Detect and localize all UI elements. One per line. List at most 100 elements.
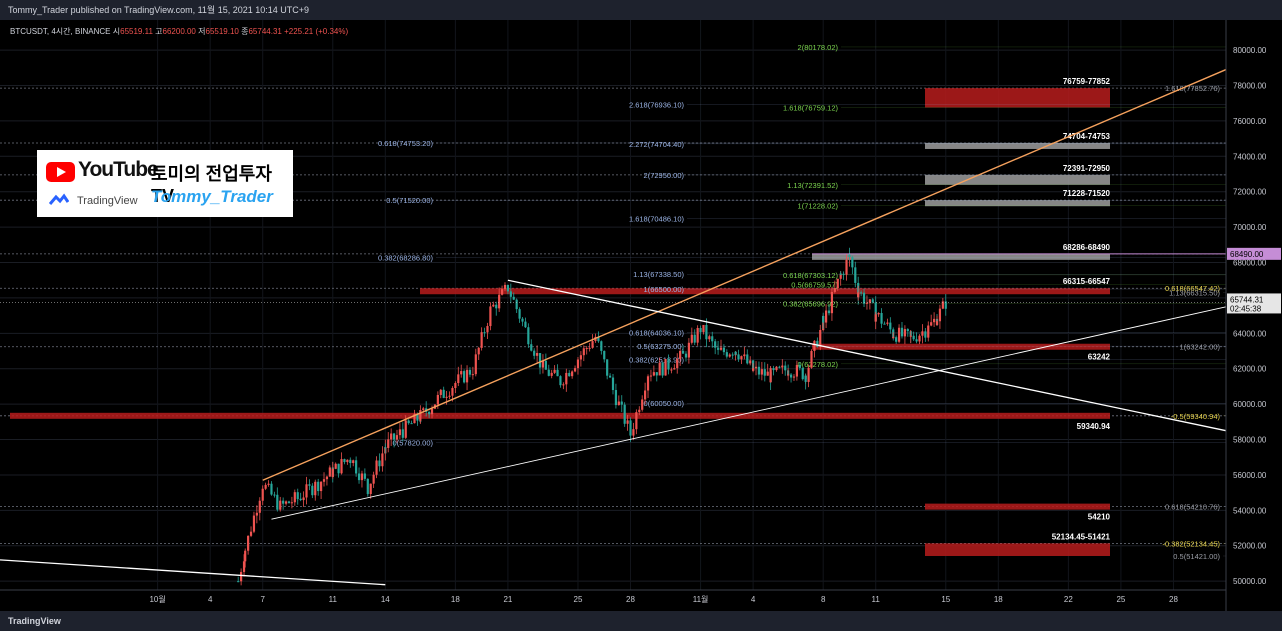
candle-body: [684, 353, 688, 358]
candle-body: [903, 329, 907, 337]
zone-label: 74704-74753: [1063, 132, 1111, 141]
candle-body: [573, 368, 577, 372]
candle-body: [454, 383, 457, 389]
footer-bar: TradingView: [0, 611, 1282, 631]
x-tick-label: 28: [1169, 595, 1178, 604]
candle-body: [276, 494, 279, 510]
fib-level-label: 1.13(72391.52): [787, 181, 838, 190]
y-tick-label: 58000.00: [1233, 436, 1267, 445]
last-price-tag: [1227, 293, 1281, 314]
candle-body: [401, 431, 404, 438]
y-axis-panel: [1226, 20, 1282, 611]
candle-body: [874, 314, 877, 322]
candle-body: [363, 473, 366, 479]
candle-body: [264, 484, 267, 489]
candle-body: [687, 342, 690, 358]
open-value: 65519.11: [120, 27, 153, 36]
candle-body: [378, 460, 381, 467]
candle-body: [533, 350, 536, 356]
candle-body: [895, 337, 898, 342]
chart-area[interactable]: 76759-77852 74704-74753 72391-72950 71228-7…: [0, 20, 1282, 611]
fib-level-label: 1(66500.00): [644, 285, 685, 294]
x-tick-label: 11: [872, 595, 881, 604]
x-tick-label: 4: [751, 595, 756, 604]
y-tick-label: 64000.00: [1233, 329, 1267, 338]
candle-body: [807, 367, 810, 382]
candle-body: [369, 483, 372, 494]
low-value: 65519.10: [205, 27, 239, 36]
candle-body: [460, 371, 463, 375]
candle-body: [836, 278, 839, 289]
low-label: 저: [198, 27, 206, 36]
candle-body: [524, 321, 527, 328]
candle-body: [731, 354, 734, 356]
channel-logo-card: YouTube TradingView 토미의 전업투자TV Tommy_Tra…: [37, 150, 293, 217]
candle-body: [413, 413, 416, 424]
candle-body: [582, 348, 585, 356]
symbol-name: BTCUSDT, 4시간, BINANCE: [10, 27, 111, 36]
zone-box: [925, 88, 1110, 108]
candle-body: [588, 347, 591, 349]
candle-body: [240, 571, 243, 582]
candle-body: [430, 408, 434, 415]
x-tick-label: 7: [260, 595, 265, 604]
x-tick-label: 15: [941, 595, 950, 604]
fib-level-label: 0.618(66547.42): [1165, 284, 1221, 293]
candle-body: [857, 292, 860, 298]
last-price-value: 65744.31: [1230, 295, 1264, 304]
candle-body: [918, 335, 921, 342]
fib-level-label: 0.5(66759.57): [791, 280, 838, 289]
candle-body: [699, 328, 702, 333]
candle-body: [833, 288, 836, 292]
candle-body: [258, 500, 261, 513]
candle-body: [270, 483, 273, 495]
candle-body: [632, 429, 635, 436]
fib-level-label: 0(57820.00): [393, 439, 434, 448]
candle-body: [489, 306, 492, 327]
fib-level-label: 1.618(76759.12): [783, 103, 839, 112]
candle-body: [611, 377, 615, 391]
candle-body: [670, 369, 673, 371]
candle-body: [877, 313, 880, 315]
candle-body: [284, 501, 288, 504]
candle-body: [696, 328, 699, 343]
candle-body: [392, 433, 396, 440]
candle-body: [349, 461, 352, 464]
candle-body: [871, 299, 874, 303]
candle-body: [944, 301, 947, 309]
candle-body: [880, 313, 883, 324]
price-chart-svg[interactable]: 76759-77852 74704-74753 72391-72950 71228-7…: [0, 20, 1282, 611]
candle-body: [614, 390, 618, 406]
candle-body: [839, 273, 842, 275]
candle-body: [305, 484, 308, 498]
candle-body: [340, 459, 343, 474]
candle-body: [322, 479, 326, 482]
candle-body: [623, 404, 626, 424]
candle-body: [693, 334, 696, 343]
candle-body: [457, 374, 460, 384]
y-tick-label: 74000.00: [1233, 152, 1267, 161]
y-tick-label: 50000.00: [1233, 577, 1267, 586]
candle-body: [784, 365, 787, 371]
candle-body: [781, 365, 784, 368]
candle-body: [676, 358, 679, 369]
candle-body: [395, 435, 399, 440]
candle-body: [848, 254, 851, 258]
fib-level-label: 0.382(62513.90): [629, 356, 685, 365]
candle-body: [244, 550, 247, 562]
candle-body: [798, 364, 801, 369]
candle-body: [646, 376, 650, 391]
candle-body: [360, 473, 364, 481]
candle-body: [766, 371, 769, 376]
candle-body: [503, 284, 507, 290]
zone-box: [812, 253, 1110, 260]
candle-body: [883, 323, 886, 325]
fib-level-label: 0.382(68286.80): [378, 253, 434, 262]
candle-body: [892, 337, 895, 339]
high-value: 66200.00: [162, 27, 196, 36]
fib-level-label: 0.618(54210.76): [1165, 503, 1221, 512]
candle-body: [372, 474, 375, 484]
candle-body: [576, 359, 580, 369]
candle-body: [495, 304, 498, 309]
candle-body: [702, 324, 705, 333]
